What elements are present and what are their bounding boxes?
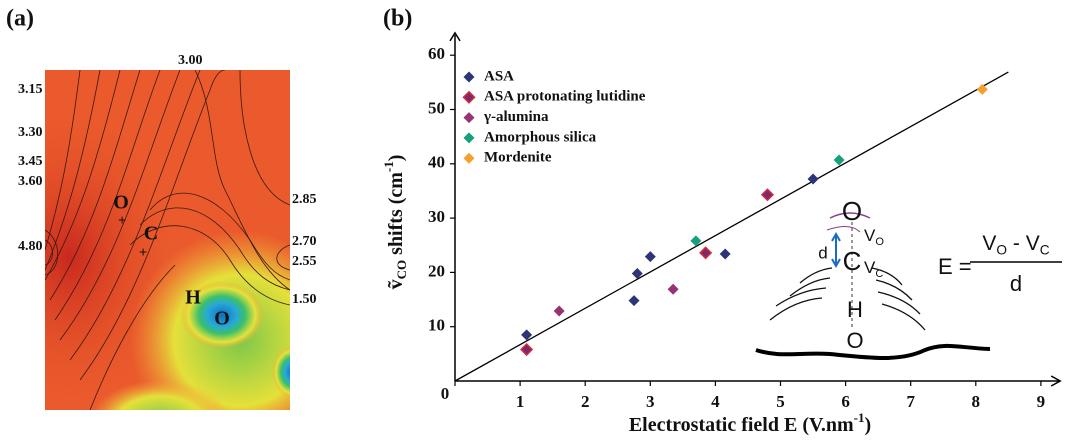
svg-text:+: + xyxy=(139,244,147,260)
contour-label: 2.55 xyxy=(292,254,317,269)
data-point xyxy=(553,305,565,317)
panel-label: (a) xyxy=(6,6,34,32)
x-axis-title-part: -1 xyxy=(854,410,865,425)
contour-map: + + xyxy=(45,70,290,410)
legend-marker xyxy=(463,71,475,83)
legend-label: γ-alumina xyxy=(483,109,549,125)
y-tick-label: 20 xyxy=(428,261,445,280)
legend-label: Amorphous silica xyxy=(484,129,597,145)
fit-line xyxy=(454,71,1009,382)
svg-text:+: + xyxy=(118,212,126,228)
equation-numerator-part: - V xyxy=(1007,232,1040,255)
legend-marker xyxy=(463,152,475,164)
y-axis-title-part: -1 xyxy=(381,161,396,172)
x-tick-label: 4 xyxy=(711,392,720,411)
legend-marker xyxy=(462,90,476,104)
atom-label: C xyxy=(144,223,158,245)
x-tick-label: 0 xyxy=(441,384,450,403)
x-axis-title-part: ) xyxy=(864,414,871,436)
atom-label: O xyxy=(113,192,129,214)
data-point xyxy=(690,235,702,247)
equation-denominator: d xyxy=(1010,271,1022,296)
y-axis-title: ṽCO shifts (cm-1) xyxy=(381,155,409,290)
data-point xyxy=(807,173,819,185)
y-tick-label: 10 xyxy=(428,316,445,335)
data-point xyxy=(521,329,533,341)
inset-distance: d xyxy=(818,243,827,262)
legend-label: ASA xyxy=(484,68,514,84)
contour-label: 1.50 xyxy=(292,292,317,307)
data-point xyxy=(644,251,656,263)
data-point xyxy=(631,267,643,279)
y-tick-label: 40 xyxy=(428,153,445,172)
contour-label: 3.00 xyxy=(178,53,203,68)
contour-label: 3.15 xyxy=(18,82,43,97)
contour-label: 3.60 xyxy=(18,174,43,189)
x-axis-title-part: Electrostatic field E (V.nm xyxy=(629,414,854,436)
inset-atom: O xyxy=(846,328,863,353)
inset-atom: H xyxy=(847,297,863,322)
equation-numerator-part: O xyxy=(996,242,1007,257)
x-tick-label: 5 xyxy=(776,392,785,411)
inset-potential: VO xyxy=(864,226,884,248)
contour-label: 4.80 xyxy=(18,239,43,254)
data-point xyxy=(833,154,845,166)
x-tick-label: 9 xyxy=(1037,392,1046,411)
x-tick-label: 1 xyxy=(516,392,525,411)
x-tick-label: 2 xyxy=(581,392,590,411)
panel-label: (b) xyxy=(383,6,412,32)
equation-numerator-part: C xyxy=(1040,242,1050,257)
equation-lhs: E = xyxy=(938,254,972,279)
contour-label: 3.30 xyxy=(18,125,43,140)
data-point xyxy=(699,246,713,260)
inset-potential-part: C xyxy=(875,268,883,280)
legend-label: Mordenite xyxy=(484,150,552,166)
data-point xyxy=(667,283,679,295)
y-axis-title-part: ) xyxy=(385,155,407,162)
x-tick-label: 6 xyxy=(841,392,850,411)
inset-potential-part: O xyxy=(875,236,884,248)
contour-label: 3.45 xyxy=(18,154,43,169)
data-point xyxy=(719,248,731,260)
inset-potential-part: V xyxy=(864,258,876,277)
inset-potential: VC xyxy=(864,258,883,280)
data-point xyxy=(628,295,640,307)
x-tick-label: 8 xyxy=(972,392,981,411)
legend-marker xyxy=(463,132,475,144)
equation-numerator-part: V xyxy=(982,232,996,255)
x-tick-label: 7 xyxy=(906,392,915,411)
equation-numerator: VO - VC xyxy=(982,232,1049,257)
y-tick-label: 60 xyxy=(428,44,445,63)
y-tick-label: 30 xyxy=(428,207,445,226)
x-axis-arrow xyxy=(1050,375,1062,387)
atom-label: O xyxy=(214,308,230,330)
inset-atom: O xyxy=(842,196,862,226)
atom-label: H xyxy=(185,287,201,309)
inset-drawing xyxy=(755,212,1062,360)
legend-marker xyxy=(463,112,475,124)
y-axis-arrow xyxy=(449,31,461,42)
contour-label: 2.85 xyxy=(292,192,317,207)
data-point xyxy=(760,188,775,202)
y-axis-title-part: CO xyxy=(394,260,409,280)
y-axis-title-part: shifts (cm xyxy=(385,172,407,260)
y-axis-title-part: ṽ xyxy=(385,279,407,289)
y-tick-label: 50 xyxy=(428,98,445,117)
x-axis-title: Electrostatic field E (V.nm-1) xyxy=(629,410,871,436)
data-point xyxy=(520,342,534,357)
data-point xyxy=(976,83,988,95)
inset-atom: C xyxy=(843,246,862,276)
x-tick-label: 3 xyxy=(646,392,655,411)
contour-label: 2.70 xyxy=(292,234,317,249)
inset-potential-part: V xyxy=(864,226,876,245)
legend-label: ASA protonating lutidine xyxy=(484,89,646,105)
